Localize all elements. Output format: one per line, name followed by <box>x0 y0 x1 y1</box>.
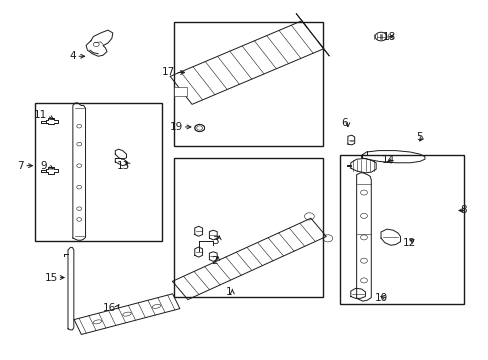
Text: 4: 4 <box>69 51 76 61</box>
Text: 16: 16 <box>103 303 116 314</box>
Text: 8: 8 <box>459 206 466 216</box>
Ellipse shape <box>152 304 161 309</box>
Bar <box>173 158 322 297</box>
Bar <box>173 22 322 146</box>
Text: 6: 6 <box>341 118 347 128</box>
Text: 11: 11 <box>34 111 47 121</box>
Text: 14: 14 <box>381 155 394 165</box>
Text: 18: 18 <box>382 32 395 41</box>
Text: 10: 10 <box>374 293 387 303</box>
Text: 13: 13 <box>117 161 130 171</box>
Text: 7: 7 <box>18 161 24 171</box>
Text: 15: 15 <box>44 273 58 283</box>
Text: 3: 3 <box>212 236 219 246</box>
Text: 17: 17 <box>162 67 175 77</box>
Ellipse shape <box>122 312 131 316</box>
Ellipse shape <box>93 320 102 324</box>
Text: 19: 19 <box>169 122 182 132</box>
Text: 1: 1 <box>225 287 232 297</box>
Bar <box>173 87 187 96</box>
Text: 2: 2 <box>211 256 217 266</box>
Text: 12: 12 <box>402 238 415 248</box>
Bar <box>35 103 161 241</box>
Text: 9: 9 <box>41 161 47 171</box>
Bar <box>339 155 463 304</box>
Text: 5: 5 <box>415 132 422 142</box>
